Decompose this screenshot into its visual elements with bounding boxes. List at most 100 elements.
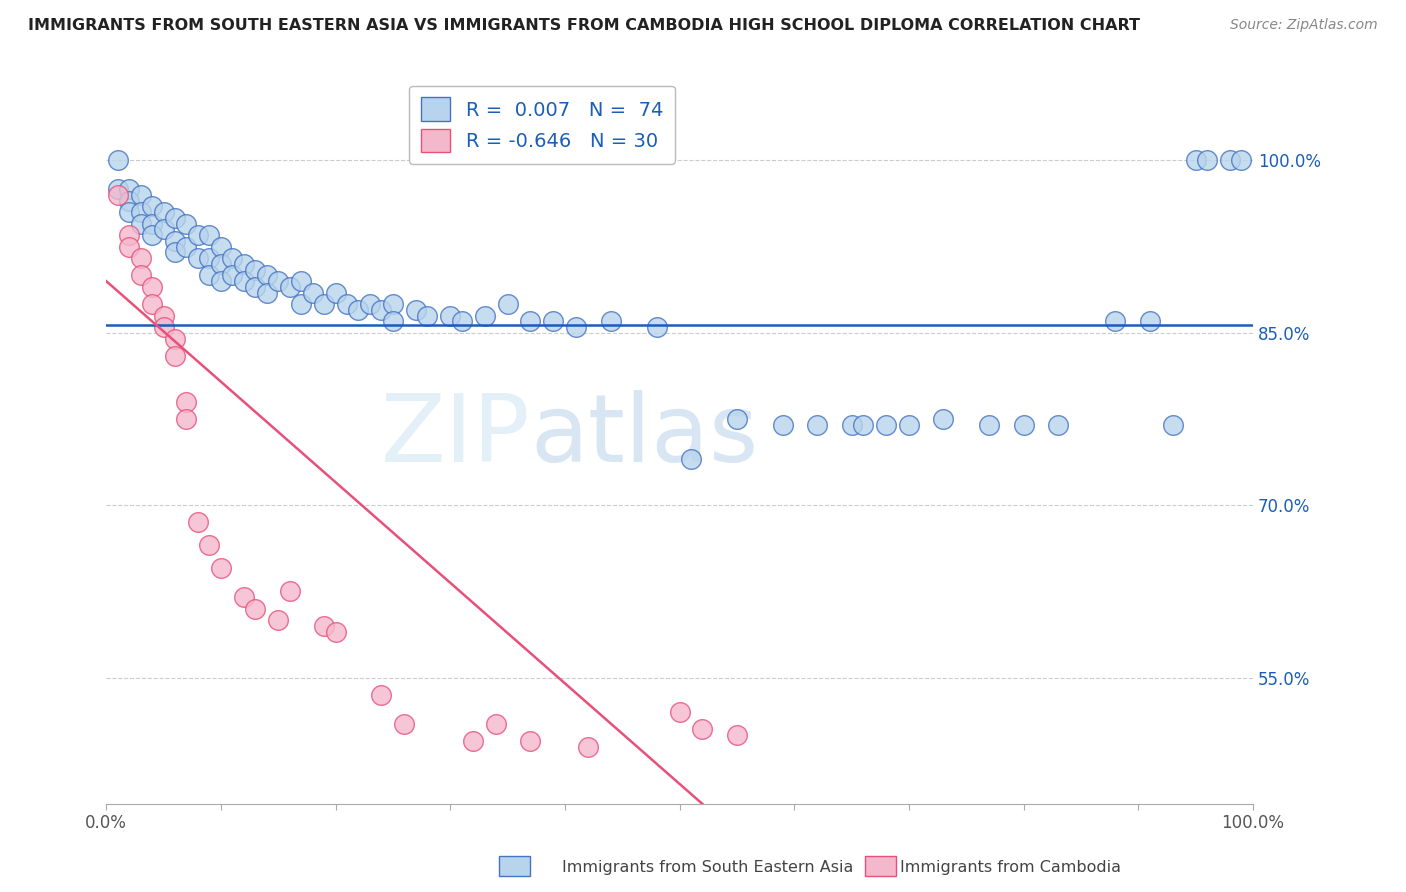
Point	[118, 228, 141, 243]
Point	[290, 297, 312, 311]
Point	[381, 314, 404, 328]
Point	[370, 302, 392, 317]
Point	[519, 314, 541, 328]
Point	[290, 274, 312, 288]
Point	[152, 205, 174, 219]
Point	[256, 285, 278, 300]
Point	[1104, 314, 1126, 328]
Point	[221, 268, 243, 283]
Point	[176, 240, 198, 254]
Point	[209, 240, 232, 254]
Point	[129, 217, 152, 231]
Point	[725, 728, 748, 742]
Point	[152, 320, 174, 334]
Point	[875, 417, 897, 432]
Point	[1219, 153, 1241, 168]
Point	[245, 262, 267, 277]
Text: Source: ZipAtlas.com: Source: ZipAtlas.com	[1230, 18, 1378, 32]
Point	[176, 412, 198, 426]
Point	[347, 302, 370, 317]
Point	[1195, 153, 1218, 168]
Point	[1046, 417, 1069, 432]
Point	[232, 257, 254, 271]
Point	[152, 222, 174, 236]
Point	[416, 309, 439, 323]
Point	[198, 228, 221, 243]
Point	[118, 205, 141, 219]
Point	[679, 452, 702, 467]
Text: Immigrants from South Eastern Asia: Immigrants from South Eastern Asia	[562, 860, 853, 874]
Point	[141, 228, 163, 243]
Point	[198, 538, 221, 552]
Point	[118, 182, 141, 196]
Point	[245, 280, 267, 294]
Point	[381, 297, 404, 311]
Point	[267, 613, 290, 627]
Point	[129, 268, 152, 283]
Point	[278, 584, 301, 599]
Point	[405, 302, 427, 317]
Point	[118, 240, 141, 254]
Point	[278, 280, 301, 294]
Point	[725, 412, 748, 426]
Point	[141, 217, 163, 231]
Point	[772, 417, 794, 432]
Point	[897, 417, 920, 432]
Point	[450, 314, 472, 328]
Point	[187, 228, 209, 243]
Point	[163, 349, 186, 363]
Point	[245, 601, 267, 615]
Point	[129, 188, 152, 202]
Point	[187, 516, 209, 530]
Point	[118, 194, 141, 208]
Point	[806, 417, 828, 432]
Point	[977, 417, 1000, 432]
Point	[565, 320, 588, 334]
Point	[267, 274, 290, 288]
Point	[141, 280, 163, 294]
Point	[163, 234, 186, 248]
Point	[163, 245, 186, 260]
Point	[668, 705, 690, 719]
Point	[314, 619, 336, 633]
Point	[1139, 314, 1161, 328]
Point	[187, 251, 209, 265]
Point	[370, 688, 392, 702]
Text: Immigrants from Cambodia: Immigrants from Cambodia	[900, 860, 1121, 874]
Point	[645, 320, 668, 334]
Point	[152, 309, 174, 323]
Point	[336, 297, 359, 311]
Text: ZIP: ZIP	[381, 391, 530, 483]
Point	[852, 417, 875, 432]
Point	[209, 257, 232, 271]
Point	[543, 314, 565, 328]
Point	[474, 309, 496, 323]
Point	[129, 205, 152, 219]
Point	[314, 297, 336, 311]
Text: IMMIGRANTS FROM SOUTH EASTERN ASIA VS IMMIGRANTS FROM CAMBODIA HIGH SCHOOL DIPLO: IMMIGRANTS FROM SOUTH EASTERN ASIA VS IM…	[28, 18, 1140, 33]
Point	[485, 716, 508, 731]
Point	[141, 297, 163, 311]
Text: atlas: atlas	[530, 391, 759, 483]
Point	[394, 716, 416, 731]
Point	[496, 297, 519, 311]
Point	[576, 739, 599, 754]
Point	[325, 624, 347, 639]
Point	[163, 211, 186, 225]
Point	[198, 251, 221, 265]
Point	[232, 590, 254, 604]
Point	[325, 285, 347, 300]
Point	[107, 153, 129, 168]
Point	[176, 217, 198, 231]
Point	[1012, 417, 1035, 432]
Point	[209, 274, 232, 288]
Point	[359, 297, 381, 311]
Point	[841, 417, 863, 432]
Point	[599, 314, 621, 328]
Point	[256, 268, 278, 283]
Point	[141, 199, 163, 213]
Point	[519, 733, 541, 747]
Point	[107, 188, 129, 202]
Point	[209, 561, 232, 575]
Point	[129, 251, 152, 265]
